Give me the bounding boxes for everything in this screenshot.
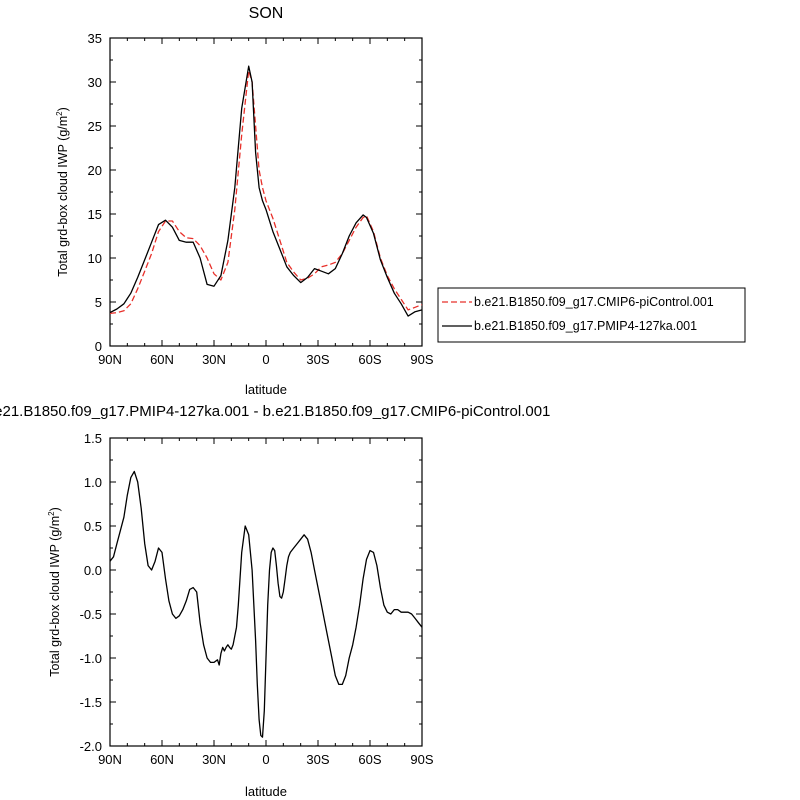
- x-tick-label: 30N: [202, 752, 226, 767]
- y-tick-label: 0.0: [84, 563, 102, 578]
- x-tick-label: 60N: [150, 752, 174, 767]
- y-tick-label: -1.5: [80, 695, 102, 710]
- top-chart-title: SON: [249, 5, 284, 22]
- y-tick-label: -2.0: [80, 739, 102, 754]
- x-tick-label: 90N: [98, 752, 122, 767]
- y-tick-label: 15: [88, 207, 102, 222]
- x-tick-label: 0: [262, 352, 269, 367]
- x-tick-label: 60S: [358, 352, 381, 367]
- bottom-chart-title: b.e21.B1850.f09_g17.PMIP4-127ka.001 - b.…: [0, 403, 550, 420]
- y-tick-label: 0: [95, 339, 102, 354]
- bottom-chart-xlabel: latitude: [245, 784, 287, 799]
- x-tick-label: 30N: [202, 352, 226, 367]
- bottom-chart-axes: 90N 60N 30N 0 30S 60S 90S 1.5 1.0 0.5 0.0 -0.5 -1.0 -…: [80, 431, 434, 767]
- y-tick-label: -0.5: [80, 607, 102, 622]
- y-tick-label: 30: [88, 75, 102, 90]
- y-tick-label: 35: [88, 31, 102, 46]
- x-tick-label: 30S: [306, 752, 329, 767]
- y-tick-label: 20: [88, 163, 102, 178]
- x-tick-label: 90S: [410, 352, 433, 367]
- bottom-chart-ylabel: Total grd-box cloud IWP (g/m2): [47, 507, 62, 677]
- series-line-0: [109, 470, 423, 738]
- top-chart-ylabel: Total grd-box cloud IWP (g/m2): [55, 107, 70, 277]
- x-tick-label: 30S: [306, 352, 329, 367]
- series-line-1: [109, 65, 423, 317]
- x-tick-label: 60S: [358, 752, 381, 767]
- legend-label-piControl: b.e21.B1850.f09_g17.CMIP6-piControl.001: [474, 295, 714, 309]
- x-tick-label: 90N: [98, 352, 122, 367]
- y-tick-label: 1.5: [84, 431, 102, 446]
- plot-frame: [109, 437, 423, 747]
- y-tick-label: 5: [95, 295, 102, 310]
- x-tick-label: 60N: [150, 352, 174, 367]
- y-tick-label: -1.0: [80, 651, 102, 666]
- legend-label-127ka: b.e21.B1850.f09_g17.PMIP4-127ka.001: [474, 319, 697, 333]
- legend-box: [437, 287, 746, 343]
- legend: b.e21.B1850.f09_g17.CMIP6-piControl.001 …: [437, 287, 746, 343]
- bottom-chart-series: [109, 470, 423, 738]
- x-tick-label: 0: [262, 752, 269, 767]
- bottom-chart: b.e21.B1850.f09_g17.PMIP4-127ka.001 - b.…: [0, 403, 550, 799]
- top-chart-xlabel: latitude: [245, 382, 287, 397]
- y-tick-label: 10: [88, 251, 102, 266]
- y-tick-label: 25: [88, 119, 102, 134]
- y-tick-label: 1.0: [84, 475, 102, 490]
- top-chart: SON 90N 60N 30N 0 30S 60S 90S 0 5 10 15 20 25 30 35 la…: [55, 5, 434, 397]
- x-tick-label: 90S: [410, 752, 433, 767]
- top-chart-axes: 90N 60N 30N 0 30S 60S 90S 0 5 10 15 20 25 30 35: [88, 31, 434, 367]
- plot-frame: [109, 37, 423, 347]
- y-tick-label: 0.5: [84, 519, 102, 534]
- top-chart-series: [109, 65, 423, 317]
- series-line-0: [109, 69, 423, 315]
